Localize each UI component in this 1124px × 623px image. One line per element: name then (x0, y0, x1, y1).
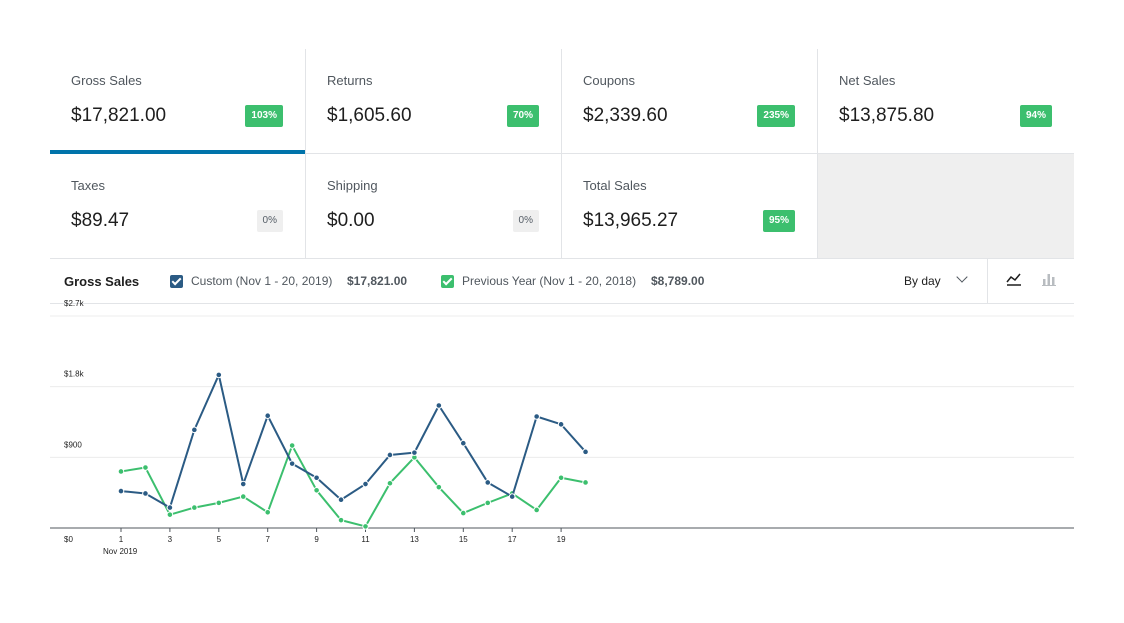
legend-total: $8,789.00 (651, 274, 705, 288)
data-point (117, 487, 125, 495)
y-tick-label: $2.7k (64, 299, 85, 308)
stat-value: $0.00 (327, 210, 375, 231)
delta-badge: 0% (512, 210, 539, 232)
data-point (386, 451, 394, 459)
stat-tile-net-sales[interactable]: Net Sales $13,875.80 94% (818, 49, 1074, 154)
stat-value: $89.47 (71, 210, 130, 231)
data-point (362, 480, 369, 488)
y-tick-label: $0 (64, 535, 73, 544)
stat-label: Coupons (583, 73, 636, 88)
stat-tile-returns[interactable]: Returns $1,605.60 70% (306, 49, 562, 154)
stat-tile-coupons[interactable]: Coupons $2,339.60 235% (562, 49, 818, 154)
bar-chart-icon[interactable] (1040, 270, 1058, 288)
x-tick-label: 19 (557, 535, 566, 544)
stat-tile-gross-sales[interactable]: Gross Sales $17,821.00 103% (50, 49, 306, 154)
data-point (435, 483, 443, 491)
data-point (166, 511, 174, 518)
delta-badge: 94% (1019, 105, 1052, 127)
legend-item-current[interactable]: Custom (Nov 1 - 20, 2019) (170, 274, 332, 288)
stat-value: $1,605.60 (327, 105, 412, 126)
delta-badge: 95% (762, 210, 795, 232)
data-point (264, 508, 272, 516)
data-point (288, 460, 296, 467)
data-point (142, 490, 149, 497)
data-point (460, 509, 467, 517)
x-tick-sublabel: Nov 2019 (103, 547, 138, 556)
x-tick-label: 11 (361, 535, 370, 544)
line-chart-icon[interactable] (1005, 270, 1023, 288)
chart-header: Gross Sales Custom (Nov 1 - 20, 2019) $1… (50, 259, 1074, 304)
data-point (435, 402, 443, 409)
data-point (582, 479, 589, 486)
data-point (460, 439, 467, 447)
series-line (120, 373, 587, 509)
empty-tile (818, 154, 1074, 259)
data-point (215, 499, 223, 507)
data-point (533, 413, 540, 420)
stat-label: Net Sales (839, 73, 896, 88)
x-tick-label: 9 (314, 535, 319, 544)
stat-value: $17,821.00 (71, 105, 167, 126)
data-point (411, 449, 418, 456)
x-tick-label: 13 (410, 535, 419, 544)
x-tick-label: 17 (508, 535, 517, 544)
stat-label: Returns (327, 73, 373, 88)
data-point (508, 493, 516, 500)
checkbox-icon[interactable] (441, 274, 454, 288)
data-point (337, 496, 345, 504)
data-point (533, 506, 540, 514)
legend-label: Custom (Nov 1 - 20, 2019) (191, 274, 333, 288)
data-point (313, 487, 320, 494)
stat-value: $13,965.27 (583, 210, 679, 231)
stat-value: $13,875.80 (839, 105, 935, 126)
x-tick-label: 1 (119, 535, 124, 544)
data-point (239, 493, 247, 500)
chart-title: Gross Sales (64, 274, 140, 289)
checkbox-icon[interactable] (170, 274, 183, 288)
delta-badge: 235% (757, 105, 795, 127)
data-point (386, 479, 394, 487)
delta-badge: 70% (506, 105, 539, 127)
legend-item-previous[interactable]: Previous Year (Nov 1 - 20, 2018) (441, 274, 636, 288)
stat-tile-shipping[interactable]: Shipping $0.00 0% (306, 154, 562, 259)
x-tick-label: 5 (217, 535, 222, 544)
divider (987, 259, 988, 304)
legend-total: $17,821.00 (347, 274, 408, 288)
x-tick-label: 7 (265, 535, 270, 544)
stat-value: $2,339.60 (583, 105, 668, 126)
data-point (557, 421, 565, 428)
stat-label: Taxes (71, 178, 105, 193)
x-tick-label: 15 (459, 535, 468, 544)
stat-label: Total Sales (583, 178, 647, 193)
interval-select[interactable]: By day (904, 274, 941, 288)
data-point (142, 464, 149, 471)
data-point (239, 480, 247, 488)
data-point (191, 426, 198, 434)
data-point (484, 479, 492, 486)
delta-badge: 103% (245, 105, 283, 127)
data-point (313, 474, 320, 482)
data-point (582, 448, 589, 456)
data-point (288, 442, 296, 449)
stat-tile-total-sales[interactable]: Total Sales $13,965.27 95% (562, 154, 818, 259)
data-point (557, 474, 565, 482)
data-point (337, 516, 345, 524)
stat-label: Gross Sales (71, 73, 142, 88)
y-tick-label: $900 (64, 440, 82, 449)
stat-label: Shipping (327, 178, 378, 193)
data-point (264, 412, 272, 420)
x-tick-label: 3 (168, 535, 173, 544)
stat-tile-taxes[interactable]: Taxes $89.47 0% (50, 154, 306, 259)
data-point (362, 523, 369, 530)
data-point (166, 504, 174, 511)
data-point (215, 371, 223, 379)
data-point (191, 504, 198, 511)
legend-label: Previous Year (Nov 1 - 20, 2018) (462, 274, 637, 288)
y-tick-label: $1.8k (64, 370, 85, 379)
data-point (484, 499, 492, 507)
delta-badge: 0% (256, 210, 283, 232)
stats-grid: Gross Sales $17,821.00 103% Returns $1,6… (50, 49, 1074, 259)
data-point (117, 468, 125, 475)
